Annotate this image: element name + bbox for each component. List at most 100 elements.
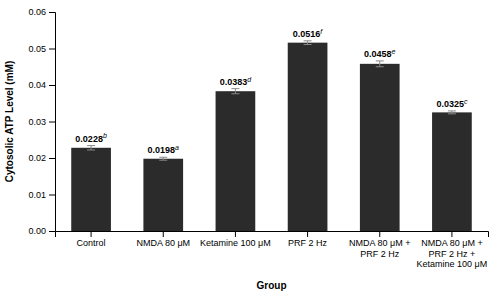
data-label-value: 0.0325	[436, 99, 464, 109]
plot: 0.00 0.01 0.02 0.03 0.04 0.05 0.06 Control NMDA …	[4, 7, 489, 291]
error-cap	[448, 110, 456, 111]
data-label-value: 0.0228	[75, 134, 103, 144]
data-label: 0.0383d	[220, 76, 253, 87]
tick-mark	[49, 158, 55, 159]
tick-label: 0.06	[28, 7, 46, 17]
tick-mark	[91, 231, 92, 237]
tick-label: 0.02	[28, 153, 46, 163]
tick-label-line: PRF 2 Hz	[288, 238, 328, 248]
error-stem	[379, 61, 380, 67]
bar	[360, 64, 400, 231]
tick: 0.03	[28, 117, 55, 127]
error-stem	[307, 41, 308, 45]
error-cap	[448, 113, 456, 114]
x-axis: Control NMDA 80 μM Ketamine 100 μM PRF 2 Hz…	[56, 231, 489, 269]
data-label-value: 0.0516	[293, 29, 321, 39]
tick-mark	[49, 231, 55, 232]
error-bar	[231, 89, 239, 94]
error-bar	[87, 146, 95, 150]
tick-label-line: NMDA 80 μM +	[349, 238, 410, 248]
tick-label-line: Ketamine 100 μM	[417, 259, 488, 269]
tick-mark	[235, 231, 236, 237]
x-axis-title: Group	[257, 280, 287, 291]
data-label-value: 0.0383	[220, 77, 248, 87]
tick-mark	[49, 49, 55, 50]
tick-label: NMDA 80 μM	[136, 238, 190, 248]
data-label: 0.0228b	[75, 132, 107, 143]
annotation: c	[464, 98, 468, 105]
tick-mark	[307, 231, 308, 237]
error-cap	[231, 93, 239, 94]
error-cap	[231, 88, 239, 89]
y-axis-title: Cytosolic ATP Level (mM)	[4, 61, 15, 183]
data-label-value: 0.0198	[148, 145, 176, 155]
tick-mark	[163, 231, 164, 237]
tick: NMDA 80 μM +PRF 2 Hz +Ketamine 100 μM	[417, 231, 488, 269]
tick-mark	[451, 231, 452, 237]
marks	[71, 41, 472, 231]
annotation: f	[320, 28, 323, 35]
data-labels: 0.0228b 0.0198a 0.0383d 0.0516f 0.0458e 0.032…	[75, 28, 468, 156]
bar	[143, 159, 183, 231]
error-bar	[376, 61, 384, 67]
tick: Control	[77, 231, 106, 248]
error-bar	[448, 111, 456, 114]
tick-mark	[49, 122, 55, 123]
tick: 0.01	[28, 190, 55, 200]
tick-label-line: NMDA 80 μM	[136, 238, 190, 248]
error-cap	[159, 157, 167, 158]
tick: NMDA 80 μM	[136, 231, 190, 248]
data-label: 0.0516f	[293, 28, 324, 39]
tick-label: 0.03	[28, 117, 46, 127]
tick-label: 0.00	[28, 226, 46, 236]
tick: NMDA 80 μM +PRF 2 Hz	[349, 231, 410, 259]
annotation: a	[175, 144, 179, 151]
data-label: 0.0458e	[364, 48, 396, 59]
error-stem	[91, 146, 92, 150]
tick: PRF 2 Hz	[288, 231, 328, 248]
tick: Ketamine 100 μM	[200, 231, 271, 248]
annotation: e	[392, 48, 396, 55]
tick: 0.05	[28, 44, 55, 54]
data-label: 0.0325c	[436, 98, 468, 109]
tick-label: 0.04	[28, 80, 46, 90]
error-cap	[304, 40, 312, 41]
tick-mark	[379, 231, 380, 237]
tick: 0.00	[28, 226, 55, 236]
tick-label: NMDA 80 μM +PRF 2 Hz	[349, 238, 410, 258]
error-cap	[376, 60, 384, 61]
tick-label: Ketamine 100 μM	[200, 238, 271, 248]
tick-label-line: NMDA 80 μM +	[421, 238, 482, 248]
y-axis: 0.00 0.01 0.02 0.03 0.04 0.05 0.06	[28, 7, 55, 236]
error-cap	[87, 145, 95, 146]
annotation: b	[103, 132, 107, 139]
tick-label-line: Ketamine 100 μM	[200, 238, 271, 248]
tick-mark	[49, 12, 55, 13]
tick-label: 0.05	[28, 44, 46, 54]
error-cap	[87, 149, 95, 150]
tick: 0.04	[28, 80, 55, 90]
bar	[288, 43, 328, 231]
data-label-value: 0.0458	[364, 49, 392, 59]
tick-label: 0.01	[28, 190, 46, 200]
error-bar	[304, 41, 312, 45]
tick-label-line: Control	[77, 238, 106, 248]
tick-label: Control	[77, 238, 106, 248]
tick-label: PRF 2 Hz	[288, 238, 328, 248]
data-label: 0.0198a	[148, 144, 180, 155]
chart: 0.00 0.01 0.02 0.03 0.04 0.05 0.06 Control NMDA …	[0, 0, 500, 299]
annotation: d	[247, 76, 252, 83]
tick: 0.06	[28, 7, 55, 17]
tick-label: NMDA 80 μM +PRF 2 Hz +Ketamine 100 μM	[417, 238, 488, 269]
error-cap	[304, 44, 312, 45]
tick-label-line: PRF 2 Hz	[360, 249, 400, 259]
bar	[432, 112, 472, 231]
error-cap	[376, 66, 384, 67]
tick-mark	[49, 85, 55, 86]
axis-line	[49, 13, 56, 232]
bar	[216, 91, 256, 231]
axis-line	[56, 232, 489, 238]
bar	[71, 148, 111, 231]
error-bar	[159, 157, 167, 160]
tick-mark	[49, 195, 55, 196]
